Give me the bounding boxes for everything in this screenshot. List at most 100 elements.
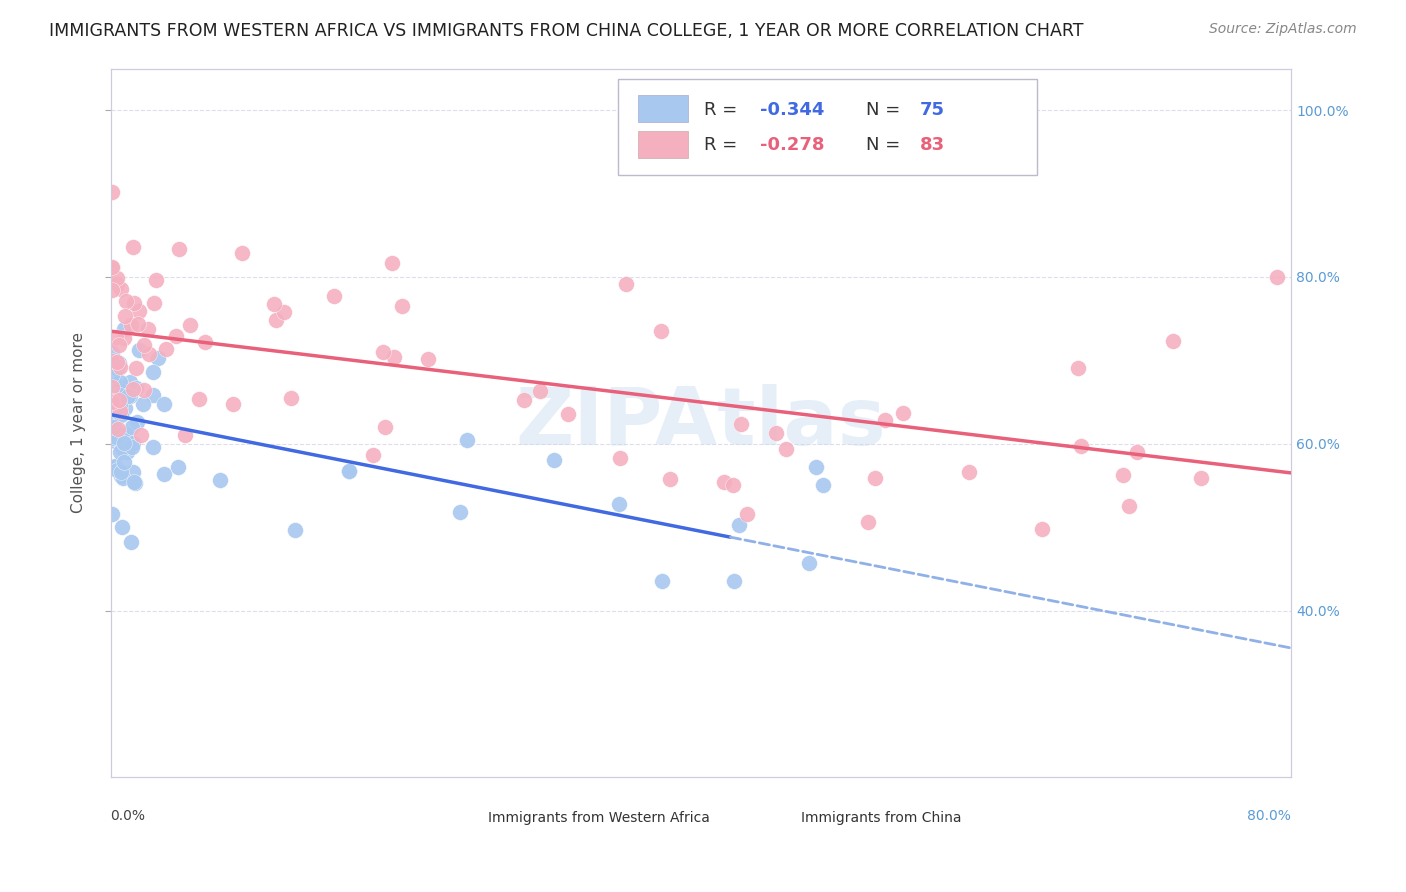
Point	[108, 404, 131, 418]
Point	[122, 435, 145, 450]
Point	[132, 396, 155, 410]
Point	[120, 375, 142, 389]
Point	[557, 407, 579, 421]
Point	[169, 243, 191, 257]
Point	[124, 475, 146, 489]
Text: Source: ZipAtlas.com: Source: ZipAtlas.com	[1209, 22, 1357, 37]
Point	[152, 397, 174, 411]
Point	[101, 354, 124, 368]
Point	[101, 261, 124, 276]
Point	[101, 393, 124, 408]
Point	[129, 428, 152, 442]
Point	[659, 472, 682, 486]
Text: -0.344: -0.344	[761, 101, 824, 119]
Point	[110, 381, 132, 395]
Point	[111, 381, 134, 395]
Point	[155, 342, 177, 356]
Point	[1161, 334, 1184, 348]
Text: 80.0%: 80.0%	[1247, 809, 1291, 823]
Y-axis label: College, 1 year or more: College, 1 year or more	[72, 333, 86, 514]
Point	[1265, 270, 1288, 285]
FancyBboxPatch shape	[766, 807, 792, 829]
Point	[101, 260, 124, 274]
Point	[138, 347, 160, 361]
Point	[111, 441, 134, 455]
Point	[124, 476, 146, 491]
Point	[120, 535, 142, 549]
Point	[891, 406, 914, 420]
Point	[166, 329, 188, 343]
Point	[112, 331, 135, 345]
Point	[111, 470, 134, 484]
Point	[797, 557, 820, 571]
Text: 0.0%: 0.0%	[111, 809, 146, 823]
Point	[374, 420, 396, 434]
Point	[957, 465, 980, 479]
Point	[111, 384, 134, 398]
Point	[110, 359, 132, 374]
Point	[609, 450, 631, 465]
Point	[105, 430, 128, 444]
Point	[194, 334, 217, 349]
Point	[775, 442, 797, 456]
Point	[280, 392, 302, 406]
FancyBboxPatch shape	[619, 79, 1038, 175]
Text: Immigrants from China: Immigrants from China	[801, 811, 962, 825]
Point	[1067, 360, 1090, 375]
Point	[145, 273, 167, 287]
Point	[121, 240, 143, 254]
Point	[391, 299, 413, 313]
Point	[107, 392, 129, 406]
Point	[337, 464, 360, 478]
Point	[112, 322, 135, 336]
Point	[101, 413, 124, 427]
Point	[209, 473, 232, 487]
Point	[105, 355, 128, 369]
Point	[101, 380, 124, 394]
Point	[107, 356, 129, 370]
Point	[806, 459, 828, 474]
Point	[381, 256, 404, 270]
Point	[105, 277, 128, 292]
Point	[174, 428, 197, 442]
Point	[101, 396, 124, 410]
Text: N =: N =	[866, 101, 907, 119]
Point	[222, 397, 245, 411]
Point	[122, 465, 145, 479]
Point	[115, 444, 138, 458]
Point	[188, 392, 211, 406]
Point	[108, 445, 131, 459]
Point	[110, 282, 132, 296]
Text: R =: R =	[704, 101, 744, 119]
Point	[107, 396, 129, 410]
Point	[110, 469, 132, 483]
Point	[121, 440, 143, 454]
Point	[127, 415, 149, 429]
Point	[127, 318, 149, 332]
FancyBboxPatch shape	[453, 807, 479, 829]
Point	[284, 524, 307, 538]
Point	[101, 508, 124, 522]
Point	[101, 186, 124, 200]
Point	[101, 431, 124, 445]
Point	[105, 271, 128, 285]
Point	[136, 322, 159, 336]
Point	[735, 507, 758, 521]
Text: IMMIGRANTS FROM WESTERN AFRICA VS IMMIGRANTS FROM CHINA COLLEGE, 1 YEAR OR MORE : IMMIGRANTS FROM WESTERN AFRICA VS IMMIGR…	[49, 22, 1084, 40]
Point	[101, 459, 124, 474]
Point	[529, 384, 551, 398]
Point	[723, 478, 745, 492]
Point	[104, 434, 127, 448]
Point	[607, 497, 630, 511]
Point	[513, 393, 536, 408]
Point	[128, 303, 150, 318]
Point	[121, 420, 143, 434]
Point	[167, 460, 190, 475]
Point	[122, 295, 145, 310]
Point	[873, 412, 896, 426]
Point	[728, 518, 751, 533]
Point	[1070, 439, 1092, 453]
Point	[723, 574, 745, 588]
Point	[108, 392, 131, 407]
Point	[730, 417, 752, 432]
